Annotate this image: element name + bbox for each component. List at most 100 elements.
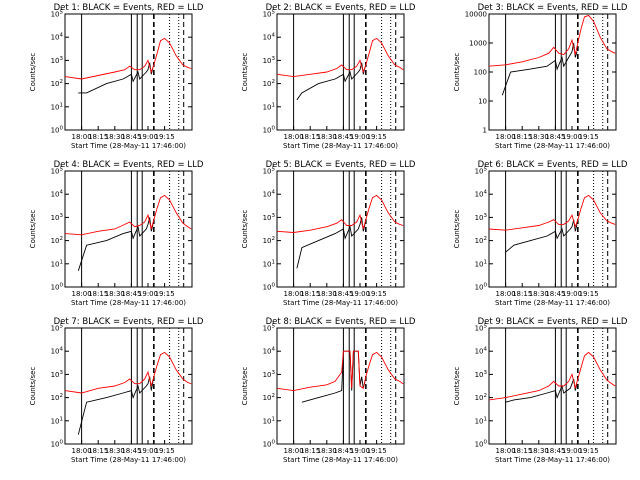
plot-frame [488, 13, 617, 131]
x-tick-label: 18:00 [72, 133, 92, 141]
x-tick-label: 18:45 [121, 133, 141, 141]
x-tick-label: 18:45 [333, 447, 353, 455]
x-tick-label: 19:00 [350, 133, 370, 141]
series-events-black [77, 217, 154, 271]
y-tick-label: 1000 [469, 40, 487, 48]
y-tick-label: 103 [475, 370, 488, 379]
series-lld-red [276, 37, 404, 78]
y-tick-label: 100 [475, 440, 488, 449]
x-tick-label: 18:00 [496, 290, 516, 298]
x-tick-label: 19:15 [367, 290, 387, 298]
y-tick-label: 10 [478, 98, 487, 106]
x-tick-label: 18:45 [333, 133, 353, 141]
y-tick-label: 101 [475, 259, 487, 268]
x-tick-label: 18:15 [300, 133, 320, 141]
x-tick-label: 18:00 [496, 447, 516, 455]
y-tick-label: 101 [263, 259, 275, 268]
series-lld-red [488, 14, 616, 67]
panel-det-4: 10010110210310410518:0018:1518:3018:4519… [29, 160, 204, 307]
series-events-black [78, 62, 154, 94]
y-tick-label: 104 [263, 33, 276, 42]
x-tick-label: 19:00 [350, 447, 370, 455]
plot-frame [276, 13, 405, 131]
x-tick-label: 19:00 [562, 447, 582, 455]
x-tick-label: 18:45 [333, 290, 353, 298]
panel-det-8: 10010110210310410518:0018:1518:3018:4519… [241, 317, 416, 464]
panel-title: Det 9: BLACK = Events, RED = LLD [478, 317, 628, 327]
plot-frame [64, 327, 193, 445]
y-tick-label: 103 [475, 213, 488, 222]
y-axis-label: Counts/sec [29, 367, 37, 406]
y-tick-label: 101 [475, 416, 487, 425]
x-tick-label: 18:00 [284, 133, 304, 141]
y-tick-label: 100 [263, 440, 276, 449]
y-tick-label: 102 [263, 236, 275, 245]
x-tick-label: 18:30 [317, 133, 337, 141]
x-tick-label: 19:15 [579, 133, 599, 141]
y-axis-label: Counts/sec [29, 210, 37, 249]
panel-title: Det 2: BLACK = Events, RED = LLD [266, 3, 416, 13]
x-axis-label: Start Time (28-May-11 17:46:00) [71, 142, 186, 150]
x-axis-label: Start Time (28-May-11 17:46:00) [71, 299, 186, 307]
panel-det-7: 10010110210310410518:0018:1518:3018:4519… [29, 317, 204, 464]
y-axis-label: Counts/sec [241, 210, 249, 249]
x-tick-label: 18:15 [300, 290, 320, 298]
x-tick-label: 18:45 [545, 133, 565, 141]
x-tick-label: 19:15 [367, 133, 387, 141]
y-tick-label: 102 [51, 79, 63, 88]
x-tick-label: 19:00 [350, 290, 370, 298]
x-tick-label: 18:00 [496, 133, 516, 141]
y-tick-label: 103 [51, 213, 64, 222]
x-tick-label: 18:45 [121, 447, 141, 455]
y-tick-label: 101 [51, 416, 63, 425]
series-lld-red [276, 350, 404, 392]
y-tick-label: 102 [51, 236, 63, 245]
x-axis-label: Start Time (28-May-11 17:46:00) [495, 456, 610, 464]
x-tick-label: 18:45 [121, 290, 141, 298]
x-tick-label: 18:15 [88, 133, 108, 141]
panel-det-6: 10010110210310410518:0018:1518:3018:4519… [453, 160, 628, 307]
y-axis-label: Counts/sec [241, 367, 249, 406]
y-tick-label: 1 [483, 127, 487, 135]
x-tick-label: 18:15 [300, 447, 320, 455]
x-tick-label: 18:45 [545, 290, 565, 298]
y-tick-label: 105 [51, 324, 64, 333]
x-tick-label: 18:00 [72, 290, 92, 298]
x-tick-label: 18:30 [317, 447, 337, 455]
x-tick-label: 19:00 [562, 133, 582, 141]
y-tick-label: 104 [263, 190, 276, 199]
panel-title: Det 7: BLACK = Events, RED = LLD [54, 317, 204, 327]
y-tick-label: 100 [263, 283, 276, 292]
plot-frame [488, 170, 617, 288]
x-tick-label: 18:15 [512, 133, 532, 141]
x-tick-label: 18:30 [105, 133, 125, 141]
plot-frame [64, 13, 193, 131]
y-tick-label: 105 [263, 10, 276, 19]
series-events-black [296, 217, 366, 269]
y-tick-label: 103 [263, 213, 276, 222]
panel-title: Det 1: BLACK = Events, RED = LLD [54, 3, 204, 13]
panel-title: Det 3: BLACK = Events, RED = LLD [478, 3, 628, 13]
x-axis-label: Start Time (28-May-11 17:46:00) [495, 299, 610, 307]
y-tick-label: 103 [51, 370, 64, 379]
y-tick-label: 104 [475, 347, 488, 356]
x-tick-label: 19:00 [138, 447, 158, 455]
y-tick-label: 101 [51, 102, 63, 111]
panel-title: Det 8: BLACK = Events, RED = LLD [266, 317, 416, 327]
plot-frame [276, 170, 405, 288]
panel-det-9: 10010110210310410518:0018:1518:3018:4519… [453, 317, 628, 464]
y-axis-label: Counts/sec [241, 53, 249, 92]
series-lld-red [64, 37, 192, 80]
y-tick-label: 104 [51, 33, 64, 42]
x-tick-label: 18:30 [105, 447, 125, 455]
series-lld-red [64, 351, 192, 394]
y-axis-label: Counts/sec [453, 367, 461, 406]
y-tick-label: 102 [475, 393, 487, 402]
plot-frame [276, 327, 405, 445]
panel-det-5: 10010110210310410518:0018:1518:3018:4519… [241, 160, 416, 307]
y-tick-label: 102 [263, 79, 275, 88]
x-tick-label: 18:00 [284, 447, 304, 455]
y-tick-label: 105 [475, 167, 488, 176]
y-tick-label: 100 [51, 126, 64, 135]
